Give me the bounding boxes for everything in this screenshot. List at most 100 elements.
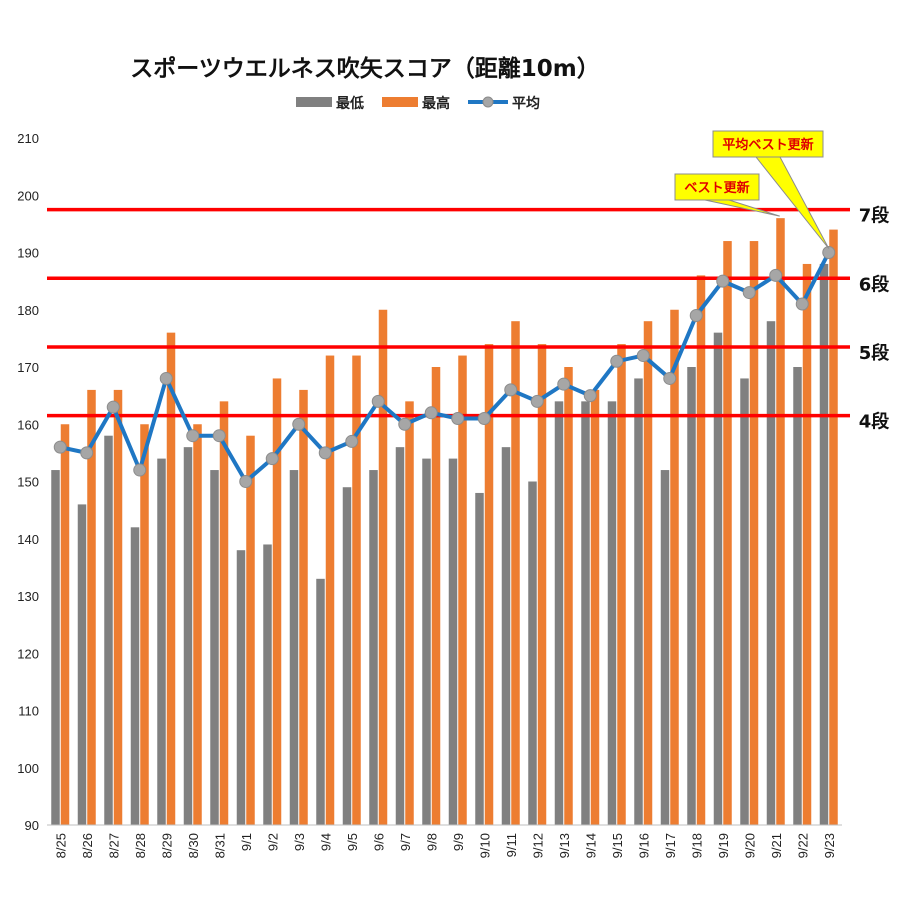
point-avg — [371, 394, 385, 408]
legend-label-max: 最高 — [422, 95, 450, 112]
bar-min — [236, 550, 246, 825]
bar-min — [210, 470, 219, 825]
x-tick-label: 9/2 — [265, 833, 280, 851]
y-tick-label: 190 — [17, 246, 39, 261]
bar-max — [776, 218, 785, 825]
bar-max — [299, 389, 308, 825]
bar-min — [51, 470, 60, 825]
bar-max — [749, 241, 759, 826]
x-tick-label: 9/20 — [742, 833, 757, 858]
bar-max — [405, 401, 414, 825]
bar-min — [554, 401, 564, 825]
point-avg — [636, 349, 650, 363]
bar-max — [140, 424, 149, 825]
legend-swatch-max — [382, 97, 418, 107]
point-avg — [212, 429, 226, 443]
point-avg — [186, 429, 200, 443]
y-tick-label: 130 — [17, 589, 39, 604]
point-avg — [159, 371, 173, 385]
point-avg — [504, 383, 518, 397]
point-avg — [530, 394, 544, 408]
bar-max — [246, 435, 255, 825]
bar-min — [660, 470, 670, 825]
y-tick-label: 150 — [17, 475, 39, 490]
y-tick-label: 160 — [17, 417, 39, 432]
x-tick-label: 9/17 — [663, 833, 678, 858]
legend-swatch-avg-marker — [482, 96, 494, 108]
x-tick-label: 9/14 — [583, 833, 598, 858]
x-tick-label: 8/30 — [186, 833, 201, 858]
callout-box — [674, 173, 760, 201]
x-tick-label: 9/5 — [345, 833, 360, 851]
point-avg — [663, 371, 677, 385]
bar-max — [829, 229, 838, 826]
bar-min — [77, 504, 87, 825]
bar-min — [713, 332, 723, 825]
bar-max — [166, 332, 176, 825]
x-tick-label: 8/31 — [212, 833, 227, 858]
bar-min — [130, 527, 140, 825]
x-tick-label: 9/6 — [371, 833, 386, 851]
x-tick-label: 9/4 — [318, 833, 333, 851]
bar-max — [113, 389, 123, 825]
bar-max — [484, 344, 494, 825]
x-tick-label: 9/21 — [769, 833, 784, 858]
point-avg — [80, 446, 94, 460]
y-tick-label: 90 — [25, 818, 39, 833]
point-avg — [716, 274, 730, 288]
bar-min — [607, 401, 617, 825]
callout-box — [712, 130, 824, 158]
point-avg — [106, 400, 120, 414]
bar-max — [723, 241, 732, 826]
bar-min — [793, 367, 802, 825]
bar-max — [617, 344, 626, 825]
legend-swatch-min — [296, 97, 332, 107]
x-tick-label: 9/1 — [239, 833, 254, 851]
bar-max — [643, 321, 653, 825]
bar-max — [458, 355, 467, 825]
point-avg — [689, 308, 703, 322]
point-avg — [424, 406, 438, 420]
bar-max — [193, 424, 202, 825]
bar-max — [431, 367, 441, 825]
y-tick-label: 110 — [18, 704, 39, 719]
x-tick-label: 9/15 — [610, 833, 625, 858]
bar-min — [104, 435, 113, 825]
point-avg — [795, 297, 809, 311]
x-tick-label: 8/27 — [106, 833, 121, 858]
point-avg — [292, 417, 306, 431]
x-tick-label: 8/25 — [53, 833, 68, 858]
point-avg — [53, 440, 67, 454]
x-tick-label: 9/18 — [689, 833, 704, 858]
x-tick-label: 9/11 — [504, 833, 519, 857]
callout-label: 平均ベスト更新 — [722, 137, 813, 153]
chart-title: スポーツウエルネス吹矢スコア（距離10m） — [130, 55, 600, 82]
bar-min — [634, 378, 643, 825]
bar-min — [581, 401, 590, 825]
x-tick-label: 9/9 — [451, 833, 466, 851]
x-tick-label: 9/3 — [292, 833, 307, 851]
legend-label-avg: 平均 — [512, 95, 540, 112]
bar-min — [263, 544, 272, 825]
bar-min — [183, 447, 193, 825]
bar-min — [687, 367, 696, 825]
bar-min — [369, 470, 378, 825]
bar-min — [395, 447, 405, 825]
bar-max — [670, 309, 679, 825]
y-tick-label: 120 — [17, 646, 39, 661]
bar-min — [501, 447, 511, 825]
point-avg — [557, 377, 571, 391]
bar-max — [60, 424, 70, 825]
legend: 最低 最高 平均 — [296, 95, 540, 112]
point-avg — [477, 412, 491, 426]
bar-max — [219, 401, 229, 825]
y-tick-label: 140 — [17, 532, 39, 547]
point-avg — [398, 417, 412, 431]
bar-min — [342, 487, 352, 825]
bar-max — [272, 378, 282, 825]
bar-min — [316, 578, 325, 825]
x-tick-label: 9/16 — [636, 833, 651, 858]
bar-max — [378, 309, 388, 825]
x-tick-label: 8/26 — [80, 833, 95, 858]
